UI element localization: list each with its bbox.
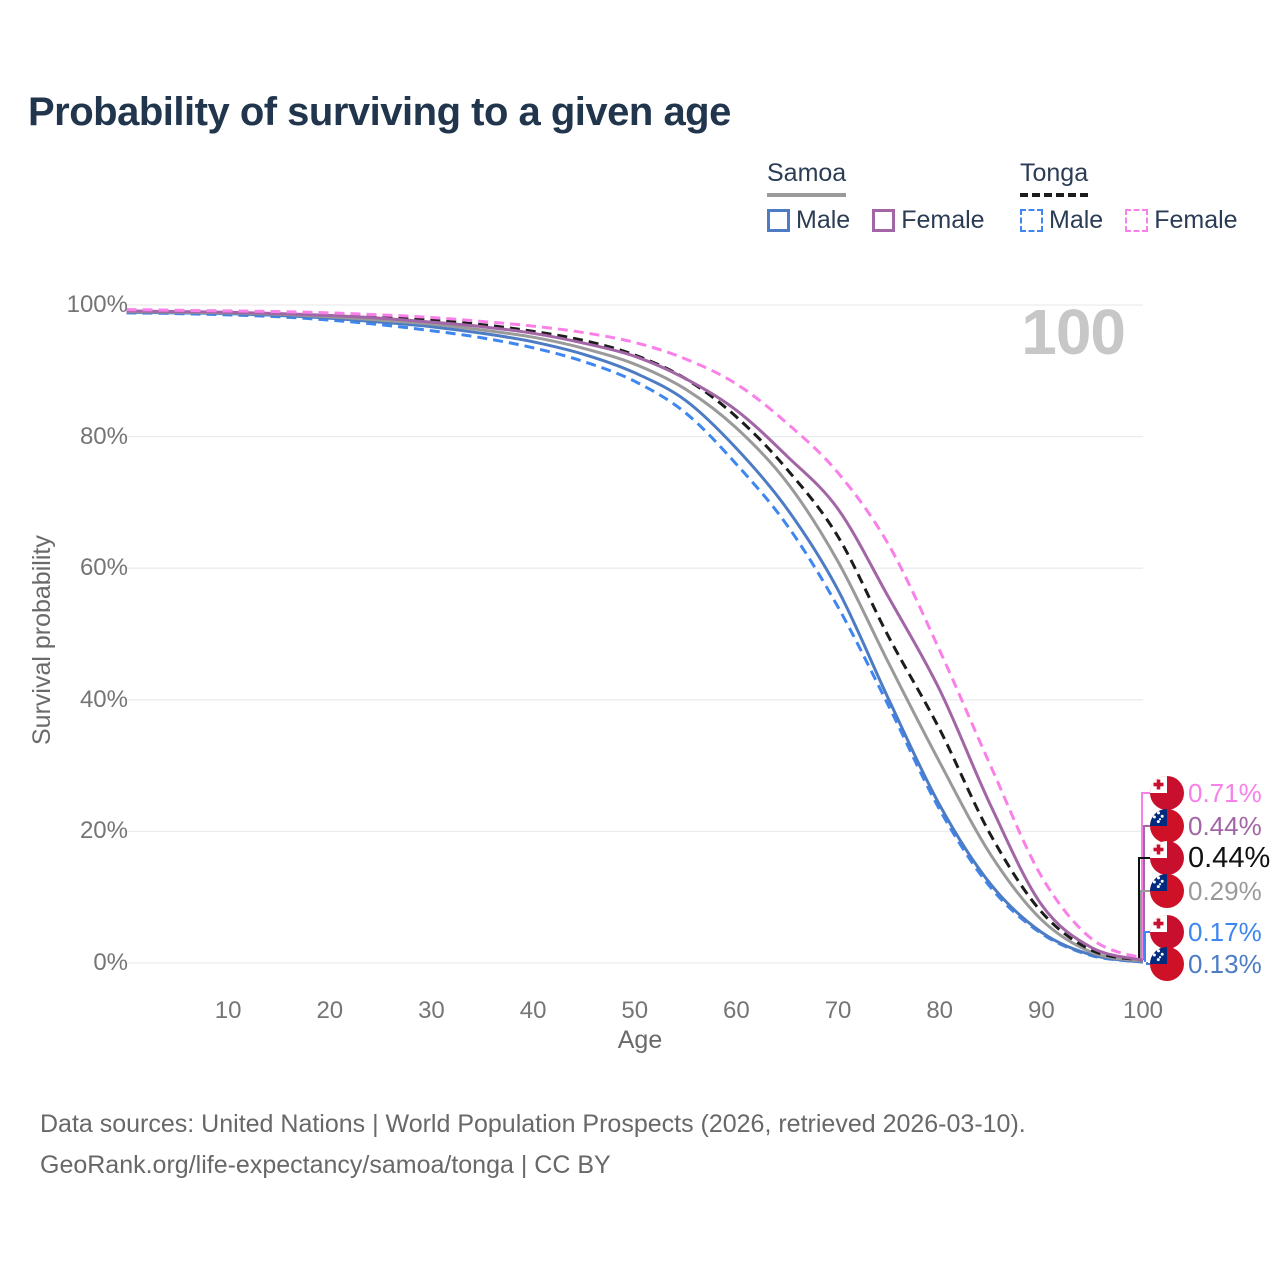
samoa-flag-icon (1150, 809, 1184, 843)
y-tick-40: 40% (79, 685, 128, 713)
legend-swatch-icon (872, 208, 896, 232)
legend-swatch-icon (1125, 208, 1149, 232)
legend-heading-samoa: Samoa (767, 159, 847, 197)
end-label-value: 0.29% (1188, 875, 1262, 906)
footer: Data sources: United Nations | World Pop… (40, 1104, 1240, 1186)
footer-data-sources: Data sources: United Nations | World Pop… (40, 1110, 1026, 1138)
legend-item-tonga-female[interactable]: Female (1125, 205, 1238, 235)
x-tick-30: 30 (418, 997, 445, 1024)
legend-item-label: Female (901, 205, 985, 234)
connector-samoa (1140, 890, 1150, 962)
x-tick-90: 90 (1027, 997, 1055, 1024)
legend-swatch-icon (1020, 208, 1043, 232)
end-label-samoa-female: 0.44% (1150, 809, 1262, 843)
end-label-samoa-male: 0.13% (1150, 947, 1262, 981)
end-label-value: 0.13% (1188, 948, 1262, 979)
end-label-value: 0.17% (1188, 916, 1262, 947)
connector-samoa-female (1143, 825, 1150, 961)
x-tick-100: 100 (1122, 997, 1164, 1024)
legend-item-tonga-male[interactable]: Male (1020, 206, 1103, 235)
legend-item-label: Male (796, 205, 851, 234)
x-tick-70: 70 (824, 997, 852, 1024)
y-tick-60: 60% (79, 554, 128, 582)
end-label-tonga: 0.44% (1150, 841, 1270, 875)
y-tick-0: 0% (93, 949, 128, 976)
end-label-value: 0.71% (1188, 777, 1262, 808)
legend-item-label: Male (1049, 205, 1104, 234)
x-tick-80: 80 (926, 997, 954, 1024)
hovered-age-watermark: 100 (1021, 296, 1126, 368)
y-tick-100: 100% (66, 291, 128, 318)
end-label-tonga-female: 0.71% (1150, 776, 1262, 810)
x-tick-10: 10 (214, 997, 242, 1024)
legend-group-tonga: Tonga Male Female (1020, 159, 1260, 235)
y-tick-20: 20% (79, 817, 128, 845)
x-axis-label: Age (617, 1026, 663, 1054)
curve-tonga-female (126, 308, 1144, 960)
end-label-value: 0.44% (1188, 841, 1271, 874)
x-tick-20: 20 (316, 997, 344, 1024)
x-tick-50: 50 (621, 997, 649, 1024)
page-title: Probability of surviving to a given age (28, 90, 731, 134)
curve-tonga (126, 308, 1144, 962)
connector-tonga-male (1144, 931, 1150, 962)
samoa-flag-icon (1150, 874, 1184, 908)
end-label-value: 0.44% (1188, 810, 1262, 841)
samoa-flag-icon (1150, 947, 1184, 981)
y-tick-80: 80% (79, 422, 128, 450)
tonga-flag-icon (1150, 776, 1184, 810)
legend-heading-tonga: Tonga (1020, 159, 1089, 197)
end-label-tonga-male: 0.17% (1150, 915, 1262, 949)
legend-item-samoa-female[interactable]: Female (872, 205, 985, 235)
legend-items: Male Female (767, 206, 1007, 235)
end-label-samoa: 0.29% (1150, 874, 1262, 908)
curve-samoa (126, 310, 1144, 963)
x-tick-60: 60 (723, 997, 750, 1024)
curve-samoa-female (126, 309, 1144, 962)
y-axis-label: Survival probability (28, 535, 56, 745)
footer-attribution: GeoRank.org/life-expectancy/samoa/tonga … (40, 1151, 611, 1179)
tonga-flag-icon (1150, 841, 1184, 875)
curve-tonga-male (126, 311, 1144, 964)
legend-group-samoa: Samoa Male Female (767, 159, 1007, 235)
x-tick-40: 40 (519, 997, 547, 1024)
legend-items: Male Female (1020, 206, 1260, 235)
legend-item-samoa-male[interactable]: Male (767, 206, 850, 235)
tonga-flag-icon (1150, 915, 1184, 949)
connector-tonga (1138, 857, 1150, 961)
legend-item-label: Female (1154, 205, 1238, 234)
legend-swatch-icon (767, 208, 790, 232)
connector-samoa-male (1146, 962, 1150, 965)
curve-samoa-male (126, 310, 1144, 964)
